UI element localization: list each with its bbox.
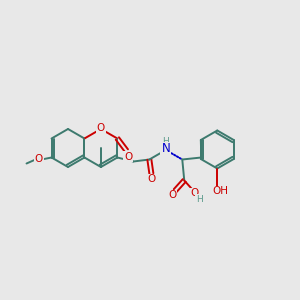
Text: O: O: [168, 190, 176, 200]
Text: OH: OH: [212, 187, 228, 196]
Text: O: O: [34, 154, 43, 164]
Text: O: O: [97, 123, 105, 133]
Text: H: H: [196, 195, 202, 204]
Text: O: O: [147, 175, 155, 184]
Text: O: O: [124, 152, 133, 161]
Text: N: N: [161, 142, 170, 155]
Text: H: H: [162, 137, 169, 146]
Text: O: O: [190, 188, 198, 199]
